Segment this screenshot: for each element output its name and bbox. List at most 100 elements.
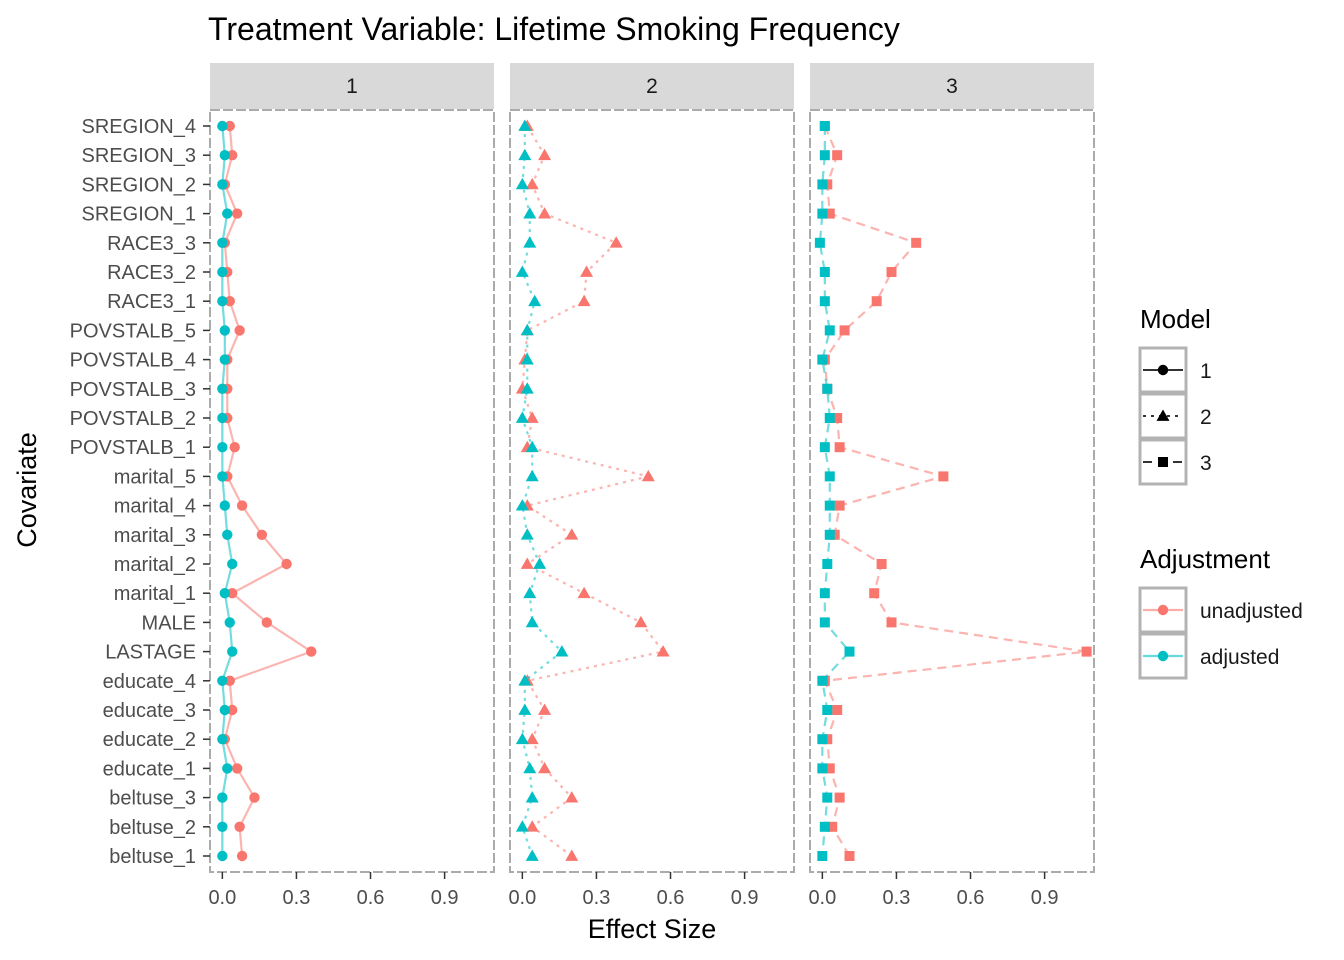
data-point [306, 646, 317, 657]
data-point [217, 383, 228, 394]
data-point [528, 294, 542, 307]
data-point [520, 557, 534, 569]
data-point [523, 236, 537, 248]
facet-strip [510, 63, 794, 109]
data-point [886, 267, 897, 277]
facet-strip-label: 3 [946, 75, 958, 98]
data-point [525, 820, 539, 832]
y-axis-label: Covariate [12, 432, 42, 548]
data-point [229, 442, 240, 453]
data-point [222, 208, 233, 219]
y-tick-label: educate_4 [103, 671, 196, 693]
data-point [555, 645, 569, 657]
data-point [641, 469, 655, 482]
y-tick-label: RACE3_1 [107, 291, 196, 313]
data-point [219, 325, 231, 336]
data-point [822, 705, 833, 715]
y-tick-label: beltuse_1 [109, 846, 196, 868]
y-tick-label: SREGION_4 [82, 116, 196, 138]
data-point [518, 148, 532, 161]
panel-border [209, 109, 495, 873]
data-point [525, 411, 539, 423]
data-point [819, 821, 830, 832]
data-point [871, 296, 882, 307]
data-point [819, 267, 830, 277]
data-point [824, 413, 835, 423]
data-point [634, 615, 648, 628]
data-point [518, 674, 532, 686]
legend-label: unadjusted [1200, 600, 1303, 623]
facet-panels: 1 0.0 0.3 0.6 0.9 2 0.0 0.3 0.6 0.9 3 0.0 0.3 0.6 0.9 [208, 63, 1095, 909]
legend-label: 2 [1200, 406, 1212, 429]
data-point [227, 704, 238, 716]
data-point [580, 265, 594, 277]
data-point [222, 529, 233, 540]
data-point [1081, 646, 1092, 657]
data-point [227, 588, 238, 599]
data-point [520, 323, 534, 336]
x-axis-facet-3: 0.0 0.3 0.6 0.9 [808, 872, 1059, 909]
data-point [824, 529, 835, 540]
facet-strip-label: 2 [646, 75, 658, 98]
data-point [525, 469, 539, 482]
data-point [819, 588, 830, 599]
data-point [577, 586, 591, 599]
data-point [832, 413, 843, 423]
y-tick-label: marital_5 [114, 466, 196, 488]
data-point [834, 500, 845, 511]
data-point [609, 236, 623, 248]
legend-label: 3 [1200, 452, 1212, 475]
data-point [518, 703, 532, 715]
legend-title: Model [1140, 304, 1211, 334]
data-point [515, 499, 529, 511]
data-point [817, 208, 828, 219]
data-point [217, 821, 228, 832]
data-point [523, 761, 537, 774]
data-point [525, 615, 539, 628]
x-tick-label: 0.3 [283, 887, 311, 909]
facet-strip [210, 63, 494, 109]
data-point [520, 528, 534, 540]
data-point [824, 500, 835, 511]
legend-label: 1 [1200, 360, 1212, 383]
data-point [227, 646, 238, 657]
series-model-2-adjusted [515, 119, 569, 861]
data-point [819, 150, 830, 161]
data-point [819, 617, 830, 628]
y-tick-label: marital_2 [114, 554, 196, 576]
data-point [814, 237, 825, 248]
facet-strip [810, 63, 1094, 109]
data-point [227, 558, 238, 570]
data-point [217, 734, 228, 745]
data-point [515, 177, 529, 190]
data-point [565, 528, 579, 540]
data-point [533, 557, 547, 569]
data-point [520, 353, 534, 365]
data-point [819, 296, 830, 307]
series-model-1-adjusted [217, 120, 238, 862]
data-point [236, 500, 248, 511]
x-tick-label: 0.6 [357, 887, 385, 909]
x-axis-label: Effect Size [588, 914, 717, 944]
data-point [824, 763, 835, 774]
data-point [515, 820, 529, 832]
data-point [822, 559, 833, 569]
data-point [822, 383, 833, 394]
data-point [817, 734, 828, 745]
legend-marker [1156, 409, 1170, 421]
data-point [217, 120, 228, 132]
x-axis-facet-2: 0.0 0.3 0.6 0.9 [508, 872, 759, 909]
data-point [227, 150, 238, 161]
legend-key [1138, 392, 1188, 440]
data-point [224, 617, 235, 628]
y-axis: SREGION_4 SREGION_3 SREGION_2 SREGION_1 RACE… [70, 116, 210, 868]
x-tick-label: 0.0 [808, 887, 836, 909]
x-axis-facet-1: 0.0 0.3 0.6 0.9 [208, 872, 459, 909]
data-point [217, 442, 228, 453]
data-point [231, 763, 243, 774]
data-point [231, 208, 243, 219]
data-point [525, 791, 539, 803]
data-point [819, 121, 830, 131]
legend-title: Adjustment [1140, 544, 1271, 574]
x-tick-label: 0.9 [731, 887, 759, 909]
